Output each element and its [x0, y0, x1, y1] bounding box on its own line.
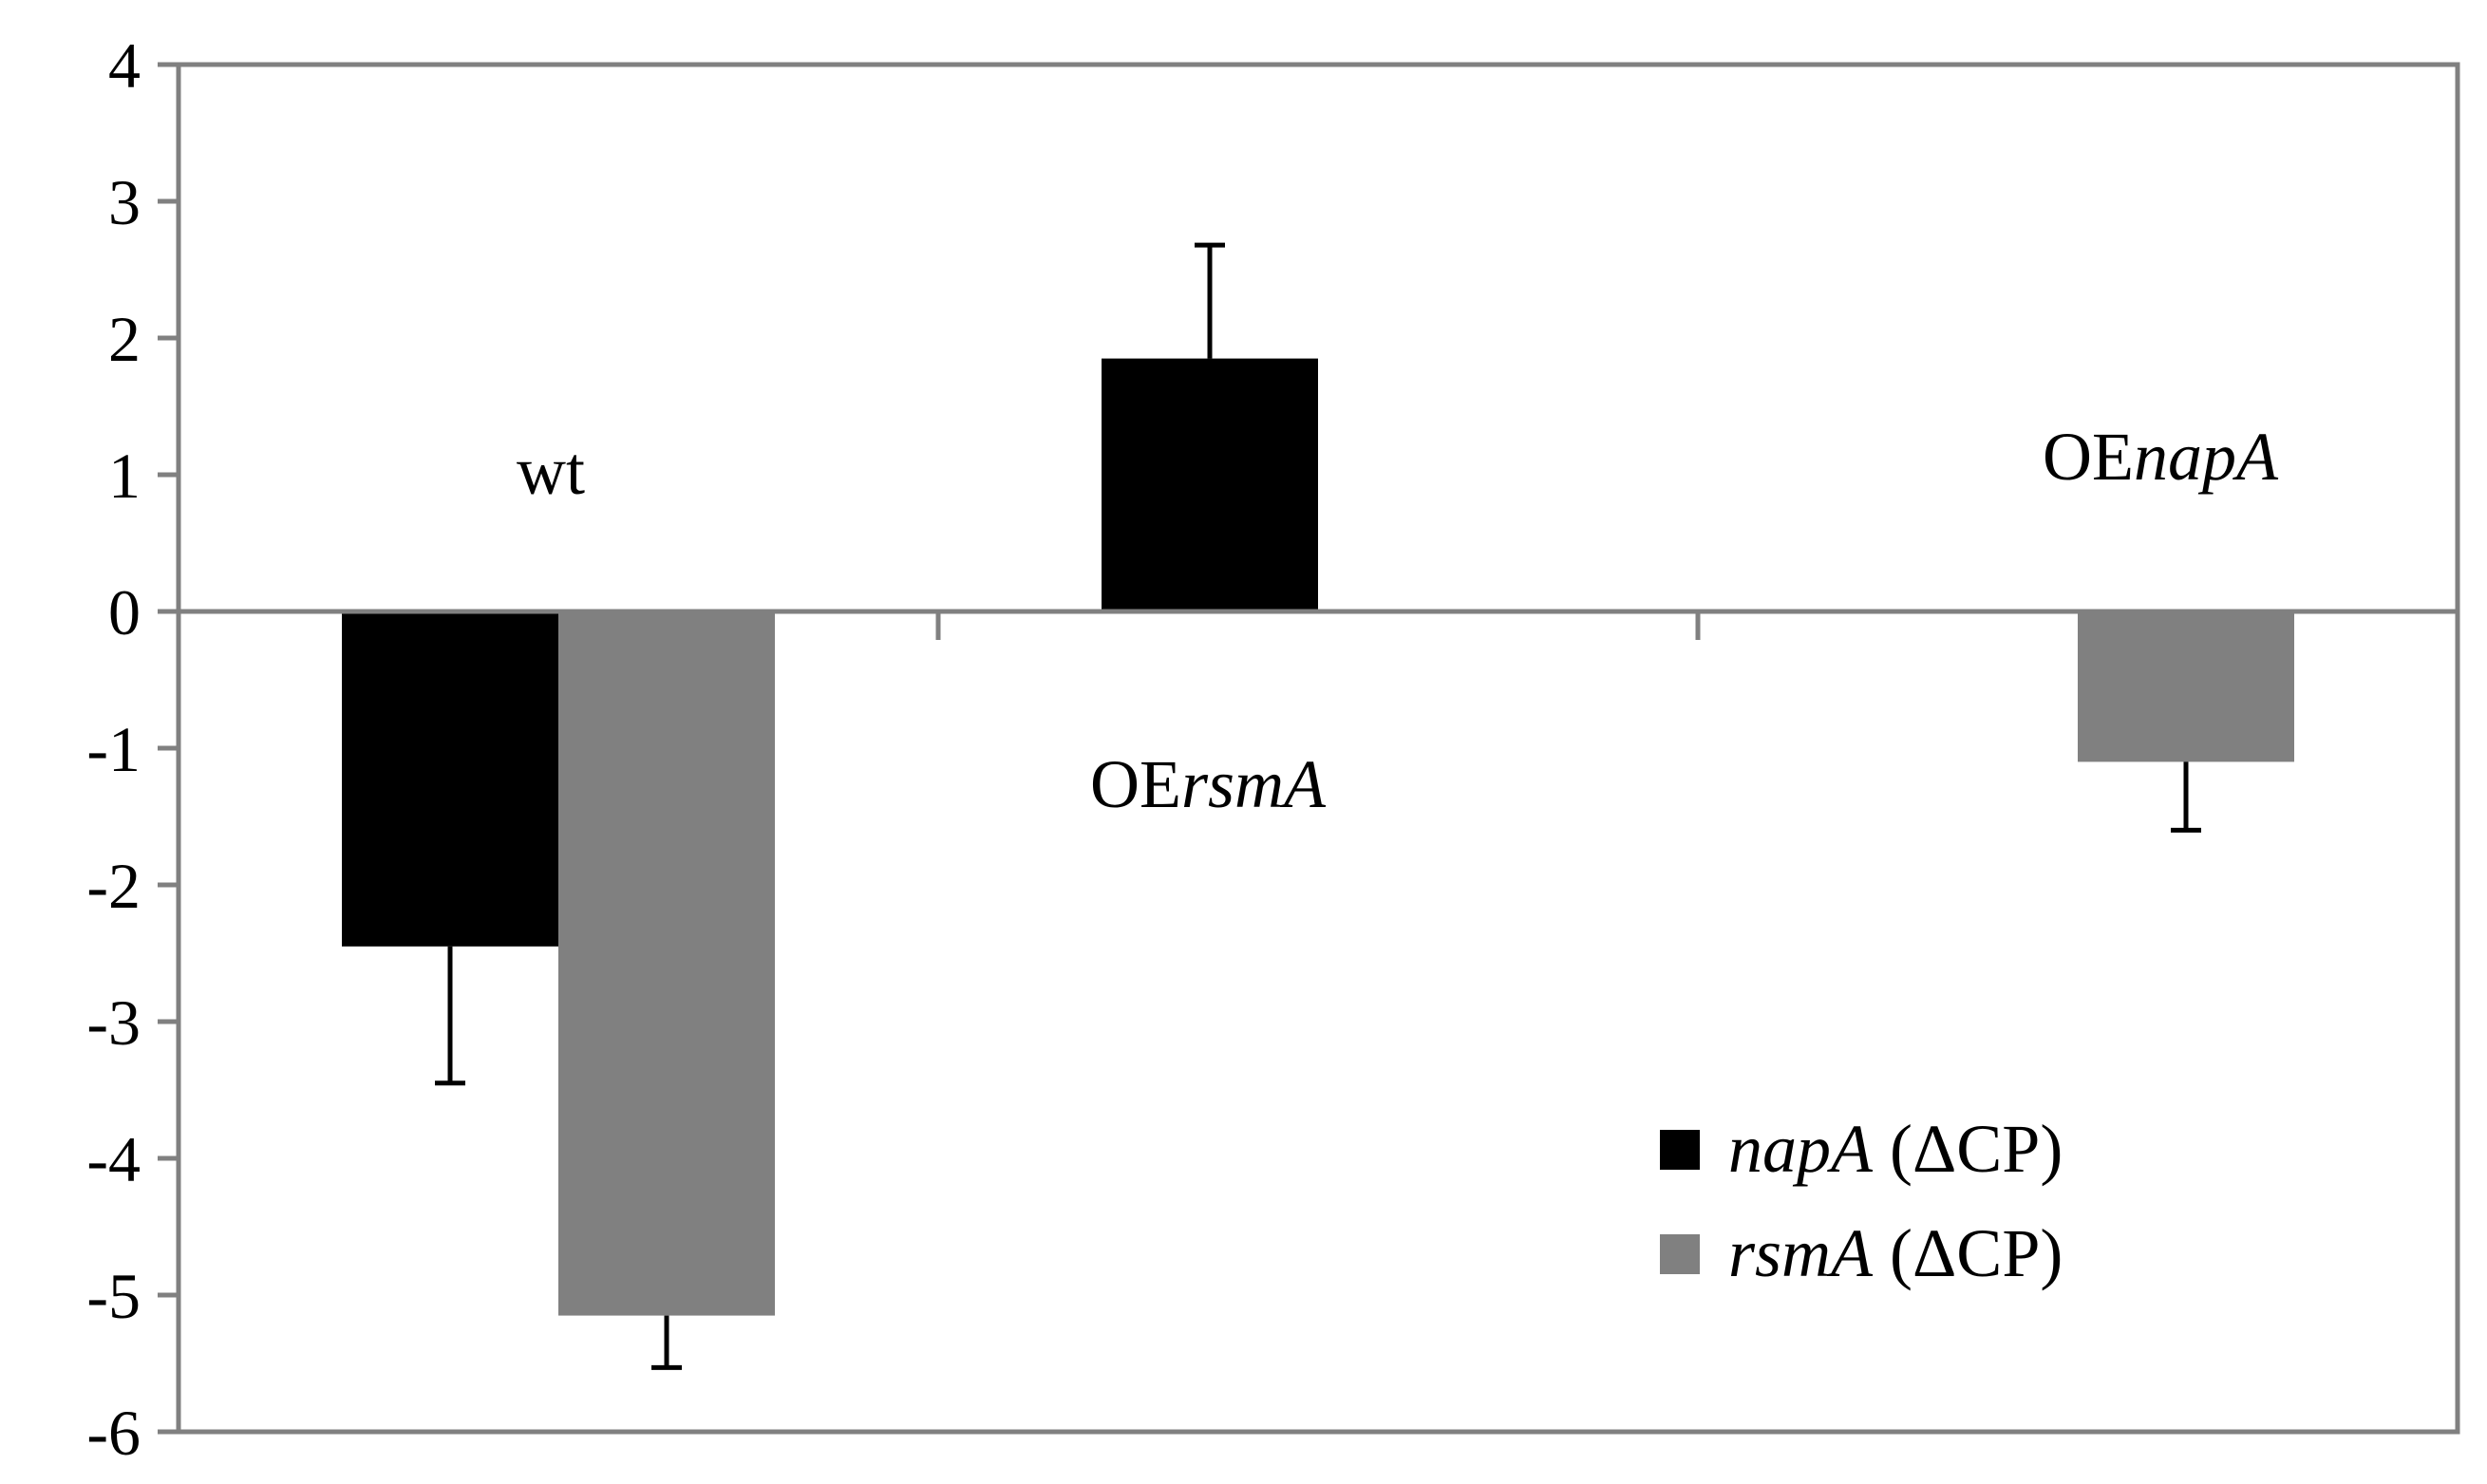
error-bar-napA-0	[435, 946, 465, 1086]
y-tick-label: 3	[108, 166, 141, 238]
bars	[342, 358, 2294, 1316]
y-tick-label: -6	[86, 1397, 141, 1469]
legend-swatch	[1660, 1130, 1700, 1170]
y-tick-label: -1	[86, 713, 141, 785]
zero-axis	[179, 609, 2460, 640]
legend-swatch	[1660, 1234, 1700, 1274]
legend-item: napA (ΔCP)	[1660, 1111, 2063, 1187]
error-bar-napA-1	[1195, 242, 1225, 359]
y-tick-label: 0	[108, 576, 141, 648]
legend-label: napA (ΔCP)	[1728, 1111, 2063, 1187]
y-axis: 4 3 2 1 0 -1 -2 -3 -4 -5 -6	[86, 29, 179, 1469]
y-tick-label: 4	[108, 29, 141, 102]
category-label: OErsmA	[1090, 746, 1327, 822]
legend-label: rsmA (ΔCP)	[1728, 1215, 2063, 1291]
error-bar-rsmA-0	[651, 1315, 682, 1370]
y-tick-label: -2	[86, 850, 141, 922]
legend: napA (ΔCP) rsmA (ΔCP)	[1660, 1111, 2063, 1291]
category-label: OEnapA	[2043, 419, 2279, 495]
y-tick-label: 1	[108, 440, 141, 512]
bar-rsmA-2	[2078, 611, 2294, 762]
y-tick-label: -5	[86, 1260, 141, 1332]
y-tick-label: -4	[86, 1123, 141, 1195]
bar-napA-0	[342, 611, 558, 947]
error-bars	[435, 242, 2201, 1370]
y-tick-label: 2	[108, 303, 141, 375]
bar-napA-1	[1102, 358, 1318, 611]
y-tick-label: -3	[86, 986, 141, 1059]
category-label: wt	[517, 433, 585, 509]
bar-rsmA-0	[558, 611, 775, 1316]
category-labels: wt OErsmA OEnapA	[517, 419, 2279, 822]
error-bar-rsmA-2	[2171, 761, 2201, 833]
legend-item: rsmA (ΔCP)	[1660, 1215, 2063, 1291]
